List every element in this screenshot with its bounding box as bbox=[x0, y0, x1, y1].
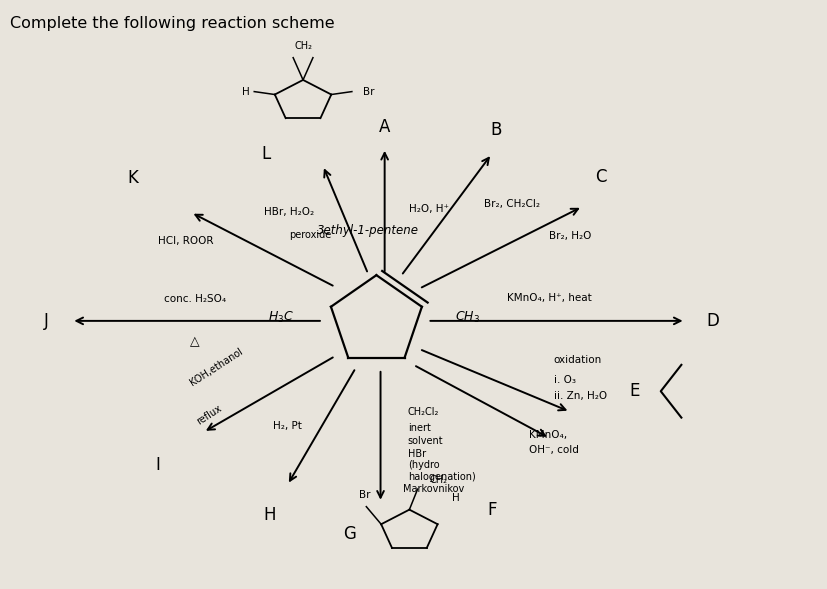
Text: J: J bbox=[45, 312, 49, 330]
Text: Br₂, H₂O: Br₂, H₂O bbox=[549, 231, 592, 241]
Text: $CH_3$: $CH_3$ bbox=[455, 310, 480, 326]
Text: H₂, Pt: H₂, Pt bbox=[274, 421, 302, 431]
Text: peroxide: peroxide bbox=[289, 230, 331, 240]
Text: L: L bbox=[261, 145, 270, 163]
Text: Br: Br bbox=[359, 489, 370, 499]
Text: HCl, ROOR: HCl, ROOR bbox=[158, 236, 213, 246]
Text: KMnO₄, H⁺, heat: KMnO₄, H⁺, heat bbox=[507, 293, 592, 303]
Text: △: △ bbox=[190, 336, 200, 349]
Text: conc. H₂SO₄: conc. H₂SO₄ bbox=[164, 294, 226, 305]
Text: solvent: solvent bbox=[408, 436, 443, 446]
Text: ii. Zn, H₂O: ii. Zn, H₂O bbox=[553, 391, 607, 401]
Text: H: H bbox=[242, 87, 250, 97]
Text: 3ethyl-1-pentene: 3ethyl-1-pentene bbox=[318, 223, 419, 237]
Text: KOH,ethanol: KOH,ethanol bbox=[188, 347, 245, 388]
Text: F: F bbox=[488, 501, 497, 519]
Text: E: E bbox=[630, 382, 640, 401]
Text: CH₂: CH₂ bbox=[430, 475, 448, 485]
Text: OH⁻, cold: OH⁻, cold bbox=[529, 445, 579, 455]
Text: Br: Br bbox=[362, 87, 374, 97]
Text: H: H bbox=[452, 493, 460, 503]
Text: Markovnikov: Markovnikov bbox=[403, 484, 464, 494]
Text: oxidation: oxidation bbox=[553, 355, 602, 365]
Text: CH₂Cl₂: CH₂Cl₂ bbox=[408, 407, 439, 417]
Text: A: A bbox=[379, 118, 390, 136]
Text: HBr, H₂O₂: HBr, H₂O₂ bbox=[265, 207, 314, 217]
Text: $H_3C$: $H_3C$ bbox=[268, 310, 294, 326]
Text: C: C bbox=[595, 168, 606, 186]
Text: I: I bbox=[155, 455, 160, 474]
Text: K: K bbox=[128, 169, 139, 187]
Text: inert: inert bbox=[408, 423, 431, 434]
Text: KMnO₄,: KMnO₄, bbox=[529, 430, 567, 440]
Text: Complete the following reaction scheme: Complete the following reaction scheme bbox=[10, 16, 334, 31]
Text: halogenation): halogenation) bbox=[408, 472, 476, 482]
Text: H: H bbox=[263, 505, 275, 524]
Text: Br₂, CH₂Cl₂: Br₂, CH₂Cl₂ bbox=[484, 198, 539, 209]
Text: CH₂: CH₂ bbox=[294, 41, 312, 51]
Text: (hydro: (hydro bbox=[408, 461, 439, 471]
Text: D: D bbox=[706, 312, 719, 330]
Text: G: G bbox=[343, 525, 356, 542]
Text: HBr: HBr bbox=[408, 449, 426, 459]
Text: reflux: reflux bbox=[195, 403, 224, 426]
Text: i. O₃: i. O₃ bbox=[553, 375, 576, 385]
Text: H₂O, H⁺: H₂O, H⁺ bbox=[409, 204, 449, 214]
Text: B: B bbox=[490, 121, 502, 139]
